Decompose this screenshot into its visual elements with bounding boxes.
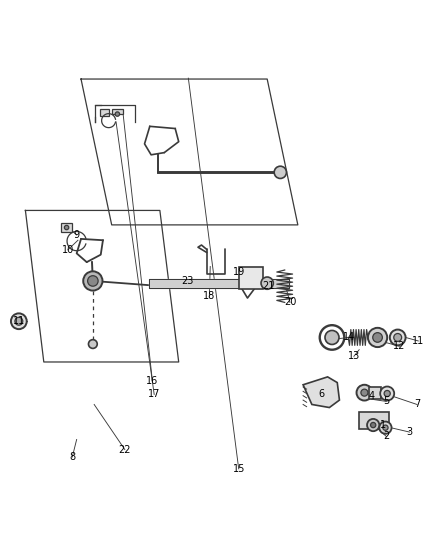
Circle shape bbox=[115, 112, 120, 116]
Bar bbox=[100, 109, 109, 116]
Text: 22: 22 bbox=[119, 445, 131, 455]
Circle shape bbox=[11, 313, 27, 329]
Circle shape bbox=[394, 334, 402, 342]
Circle shape bbox=[325, 330, 339, 344]
Polygon shape bbox=[303, 377, 339, 408]
Circle shape bbox=[15, 317, 23, 325]
Circle shape bbox=[83, 271, 102, 290]
Text: 2: 2 bbox=[383, 431, 389, 441]
Text: 4: 4 bbox=[368, 391, 374, 401]
Text: 11: 11 bbox=[412, 336, 424, 346]
Text: 3: 3 bbox=[406, 427, 413, 437]
Text: 10: 10 bbox=[62, 245, 74, 255]
Text: 9: 9 bbox=[74, 230, 80, 240]
Text: 11: 11 bbox=[13, 316, 25, 326]
Circle shape bbox=[380, 386, 394, 400]
Bar bbox=[369, 387, 381, 399]
Circle shape bbox=[274, 166, 286, 179]
Text: 7: 7 bbox=[414, 399, 420, 409]
Circle shape bbox=[88, 340, 97, 349]
Circle shape bbox=[88, 276, 98, 286]
Circle shape bbox=[371, 423, 376, 427]
Circle shape bbox=[383, 425, 388, 430]
Text: 6: 6 bbox=[319, 390, 325, 399]
Bar bbox=[239, 266, 263, 289]
Circle shape bbox=[368, 328, 387, 347]
Text: 15: 15 bbox=[233, 464, 245, 474]
Text: 20: 20 bbox=[284, 297, 296, 308]
Circle shape bbox=[367, 419, 379, 431]
Text: 16: 16 bbox=[146, 376, 159, 386]
Circle shape bbox=[64, 225, 69, 230]
Text: 13: 13 bbox=[348, 351, 360, 361]
Bar bbox=[359, 412, 389, 430]
Circle shape bbox=[357, 385, 372, 400]
Text: 1: 1 bbox=[380, 420, 386, 430]
Text: 17: 17 bbox=[148, 390, 160, 399]
Circle shape bbox=[361, 389, 368, 396]
Text: 12: 12 bbox=[393, 341, 406, 351]
Text: 5: 5 bbox=[383, 397, 389, 406]
Bar bbox=[61, 223, 72, 232]
Text: 8: 8 bbox=[69, 452, 75, 462]
Text: 19: 19 bbox=[233, 266, 245, 277]
Text: 23: 23 bbox=[181, 276, 194, 286]
Bar bbox=[112, 109, 123, 114]
Circle shape bbox=[373, 333, 382, 342]
Circle shape bbox=[379, 422, 392, 434]
Circle shape bbox=[390, 329, 406, 345]
Text: 21: 21 bbox=[262, 281, 274, 291]
Circle shape bbox=[384, 391, 390, 397]
Text: 14: 14 bbox=[343, 333, 355, 343]
Circle shape bbox=[261, 277, 273, 289]
Text: 18: 18 bbox=[203, 291, 215, 301]
